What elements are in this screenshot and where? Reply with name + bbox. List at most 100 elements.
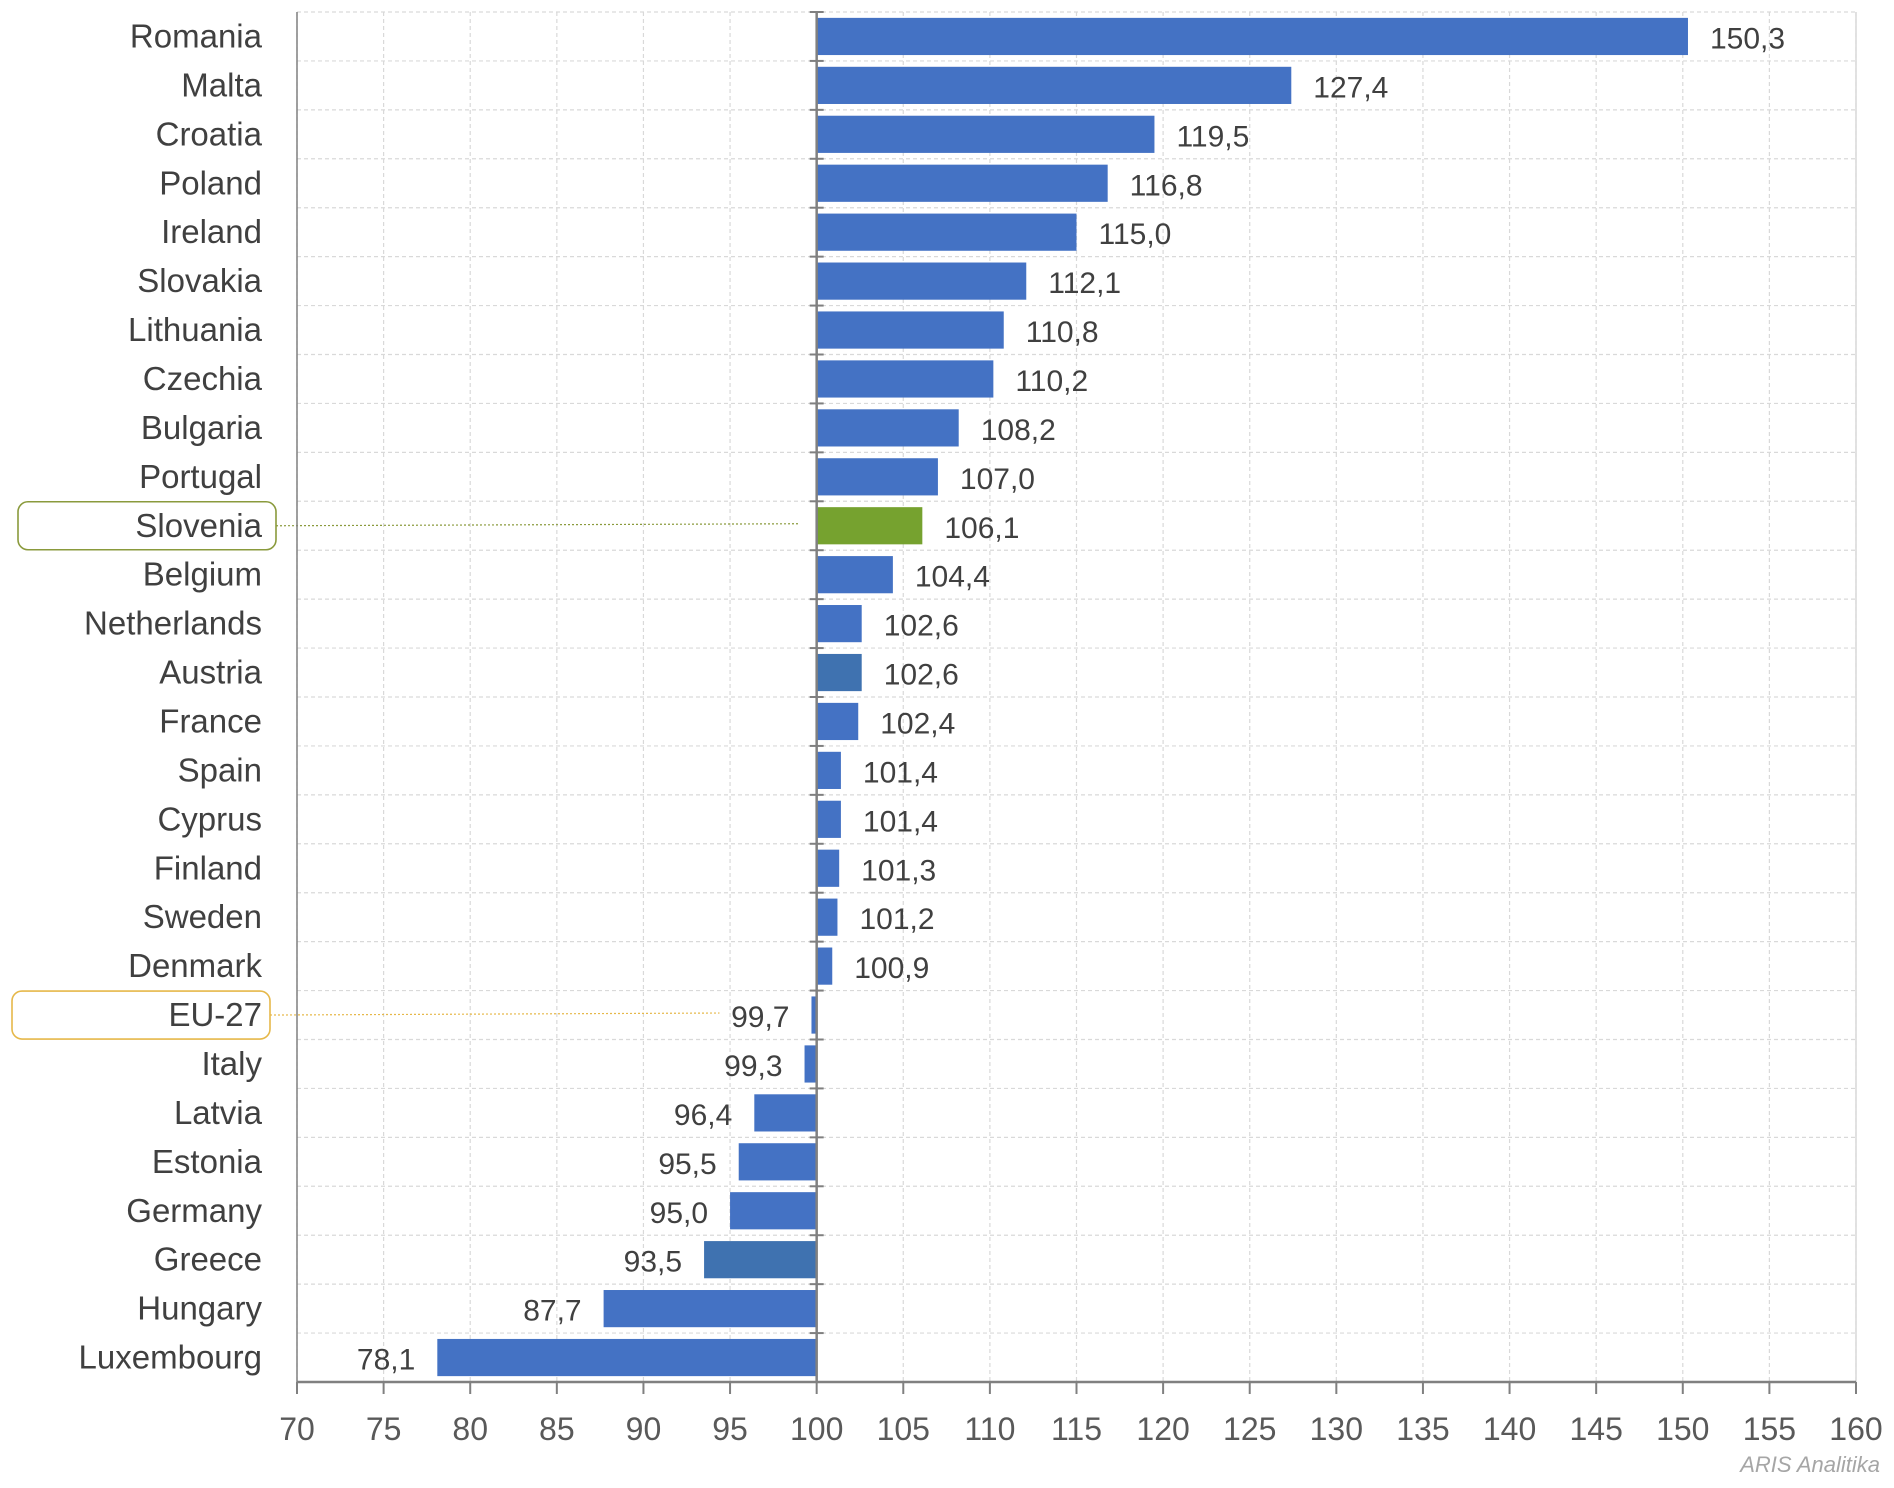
category-label: Cyprus xyxy=(157,800,262,837)
x-tick-label: 110 xyxy=(964,1411,1015,1447)
x-tick-label: 145 xyxy=(1569,1411,1622,1447)
x-tick-label: 100 xyxy=(790,1411,843,1447)
category-label: Germany xyxy=(126,1192,262,1229)
value-label: 115,0 xyxy=(1099,218,1172,251)
value-label: 116,8 xyxy=(1130,169,1203,202)
value-label: 127,4 xyxy=(1313,71,1388,104)
value-label: 93,5 xyxy=(624,1246,682,1279)
watermark: ARIS Analitika xyxy=(1740,1452,1880,1477)
value-label: 95,5 xyxy=(658,1148,716,1181)
bar-greece xyxy=(704,1241,817,1279)
x-tick-label: 80 xyxy=(452,1411,488,1447)
x-tick-label: 125 xyxy=(1223,1411,1276,1447)
category-label: Malta xyxy=(181,66,262,103)
x-tick-label: 120 xyxy=(1136,1411,1189,1447)
highlight-boxes xyxy=(11,500,799,1040)
category-label: Austria xyxy=(159,654,262,691)
category-labels: Romania Malta Croatia Poland Ireland Slovakia… xyxy=(79,17,263,1375)
x-tick-label: 130 xyxy=(1310,1411,1363,1447)
category-label: Poland xyxy=(159,164,262,201)
x-tick-label: 115 xyxy=(1051,1411,1102,1447)
x-tick-label: 70 xyxy=(279,1411,315,1447)
value-label: 102,4 xyxy=(880,707,955,740)
category-label: Czechia xyxy=(143,360,263,397)
value-label: 101,4 xyxy=(863,756,938,789)
value-label: 102,6 xyxy=(884,659,959,692)
value-label: 112,1 xyxy=(1048,267,1121,300)
category-label: Netherlands xyxy=(84,605,262,642)
bar-poland xyxy=(816,164,1108,202)
value-label: 101,3 xyxy=(861,854,936,887)
bar-estonia xyxy=(738,1143,817,1181)
bar-spain xyxy=(816,751,841,789)
bar-luxembourg xyxy=(437,1338,817,1377)
bar-ireland xyxy=(816,213,1077,251)
category-label: Spain xyxy=(178,751,262,788)
x-tick-label: 90 xyxy=(626,1411,662,1447)
bar-malta xyxy=(816,66,1292,104)
bar-france xyxy=(816,702,859,741)
x-tick-label: 135 xyxy=(1396,1411,1449,1447)
bar-slovenia xyxy=(816,507,923,545)
category-label: Denmark xyxy=(128,947,262,984)
x-tick-labels: 70 75 80 85 90 95 100 105 110 115 120 125 130 135 140 1… xyxy=(279,1411,1882,1447)
category-label: Sweden xyxy=(143,898,262,935)
x-tick-label: 75 xyxy=(366,1411,402,1447)
value-label: 100,9 xyxy=(854,952,929,985)
bar-italy xyxy=(804,1045,817,1083)
value-label: 106,1 xyxy=(944,512,1019,545)
grid-lines xyxy=(296,11,1857,1383)
bar-croatia xyxy=(816,115,1155,153)
x-tick-label: 160 xyxy=(1829,1411,1882,1447)
x-tick-label: 155 xyxy=(1743,1411,1796,1447)
value-label: 101,2 xyxy=(859,903,934,936)
bar-belgium xyxy=(816,556,893,594)
bar-sweden xyxy=(816,898,838,936)
bar-austria xyxy=(816,653,862,692)
bar-netherlands xyxy=(816,605,862,643)
bar-hungary xyxy=(603,1290,817,1328)
bar-eu-27 xyxy=(811,996,817,1034)
bar-germany xyxy=(730,1192,817,1230)
x-tick-label: 140 xyxy=(1483,1411,1536,1447)
category-label: Ireland xyxy=(161,213,262,250)
highlight-leader-line xyxy=(275,523,799,527)
category-label: Croatia xyxy=(156,115,263,152)
value-label: 110,2 xyxy=(1015,365,1088,398)
category-label: Belgium xyxy=(143,556,262,593)
highlight-leader-line xyxy=(269,1012,720,1016)
value-label: 110,8 xyxy=(1026,316,1099,349)
bar-cyprus xyxy=(816,800,841,838)
value-label: 102,6 xyxy=(884,610,959,643)
value-label: 150,3 xyxy=(1710,22,1785,55)
category-label: EU-27 xyxy=(168,996,262,1033)
bar-portugal xyxy=(816,458,938,496)
category-label: Finland xyxy=(154,849,262,886)
bar-denmark xyxy=(816,947,833,985)
value-labels: 150,3 127,4 119,5 116,8 115,0 112,1 110,8 110,2… xyxy=(357,22,1785,1376)
category-label: Slovenia xyxy=(135,507,262,544)
category-label: Estonia xyxy=(152,1143,263,1180)
bar-slovakia xyxy=(816,262,1027,300)
category-label: Greece xyxy=(154,1241,262,1278)
bars xyxy=(437,17,1688,1377)
category-label: Romania xyxy=(130,17,263,54)
bar-romania xyxy=(816,17,1688,56)
bar-finland xyxy=(816,849,840,887)
category-label: Latvia xyxy=(174,1094,263,1131)
value-label: 96,4 xyxy=(674,1099,732,1132)
value-label: 78,1 xyxy=(357,1344,415,1377)
value-label: 99,7 xyxy=(731,1001,789,1034)
bar-latvia xyxy=(754,1094,817,1132)
category-label: Luxembourg xyxy=(79,1339,262,1376)
bar-czechia xyxy=(816,360,994,398)
x-tick-label: 150 xyxy=(1656,1411,1709,1447)
value-label: 99,3 xyxy=(724,1050,782,1083)
category-label: Italy xyxy=(201,1045,262,1082)
x-tick-label: 85 xyxy=(539,1411,575,1447)
value-label: 87,7 xyxy=(523,1295,581,1328)
category-label: Portugal xyxy=(139,458,262,495)
value-label: 107,0 xyxy=(960,463,1035,496)
x-tick-label: 105 xyxy=(877,1411,930,1447)
x-tick-label: 95 xyxy=(712,1411,748,1447)
